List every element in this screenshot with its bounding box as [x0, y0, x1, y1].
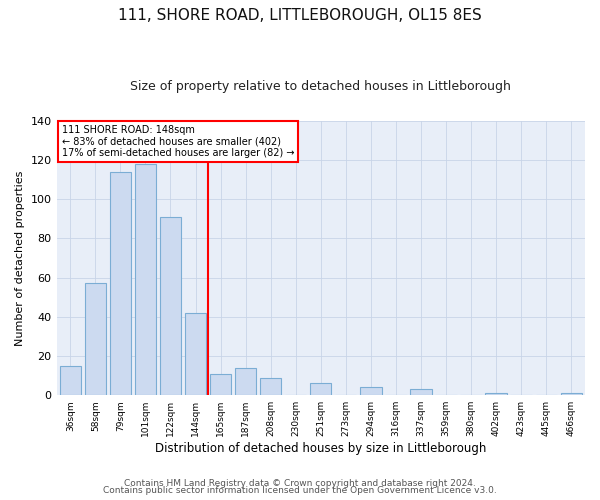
- Bar: [135, 164, 156, 395]
- Text: Contains public sector information licensed under the Open Government Licence v3: Contains public sector information licen…: [103, 486, 497, 495]
- Y-axis label: Number of detached properties: Number of detached properties: [15, 170, 25, 346]
- X-axis label: Distribution of detached houses by size in Littleborough: Distribution of detached houses by size …: [155, 442, 487, 455]
- Bar: [410, 390, 431, 395]
- Bar: [85, 284, 106, 395]
- Bar: [160, 216, 181, 395]
- Bar: [560, 393, 582, 395]
- Bar: [59, 366, 81, 395]
- Bar: [235, 368, 256, 395]
- Bar: [485, 393, 507, 395]
- Bar: [210, 374, 231, 395]
- Bar: [110, 172, 131, 395]
- Bar: [310, 384, 331, 395]
- Bar: [185, 313, 206, 395]
- Title: Size of property relative to detached houses in Littleborough: Size of property relative to detached ho…: [130, 80, 511, 93]
- Text: Contains HM Land Registry data © Crown copyright and database right 2024.: Contains HM Land Registry data © Crown c…: [124, 478, 476, 488]
- Text: 111 SHORE ROAD: 148sqm
← 83% of detached houses are smaller (402)
17% of semi-de: 111 SHORE ROAD: 148sqm ← 83% of detached…: [62, 124, 295, 158]
- Text: 111, SHORE ROAD, LITTLEBOROUGH, OL15 8ES: 111, SHORE ROAD, LITTLEBOROUGH, OL15 8ES: [118, 8, 482, 22]
- Bar: [260, 378, 281, 395]
- Bar: [360, 388, 382, 395]
